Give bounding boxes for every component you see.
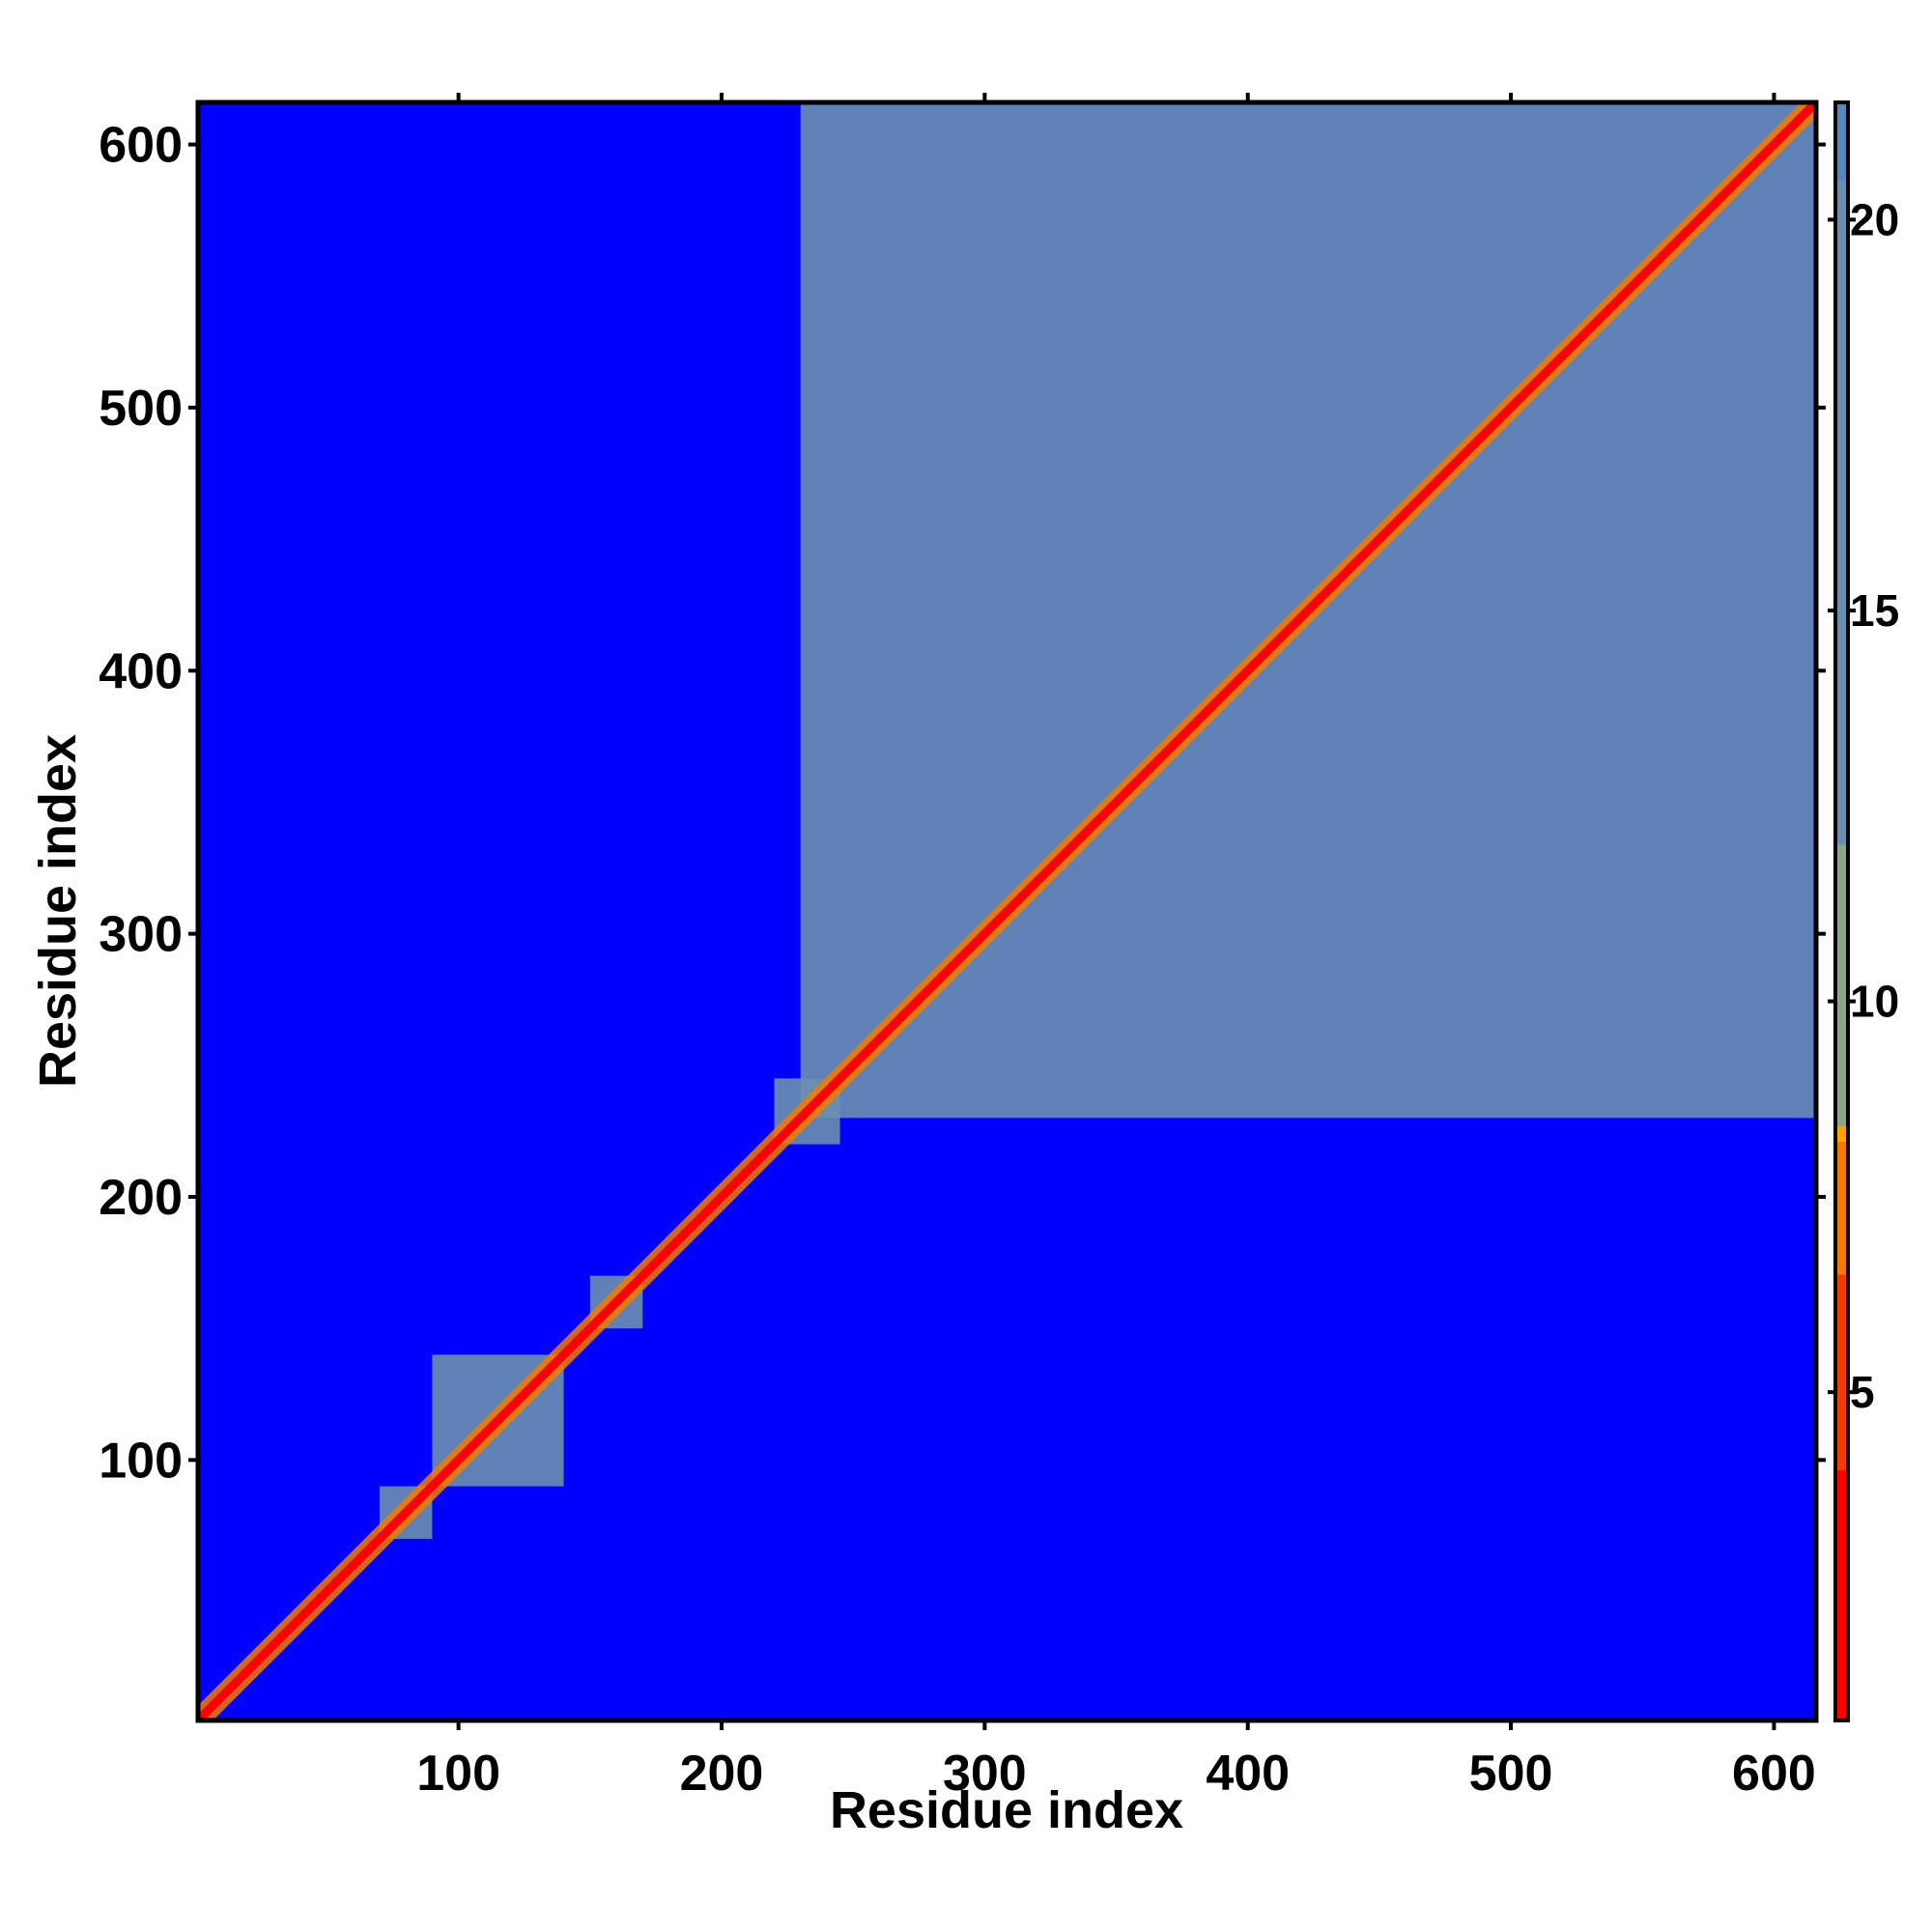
x-axis-title: Residue index: [830, 1781, 1183, 1839]
x-tick-label: 100: [416, 1746, 500, 1802]
x-tick-label: 300: [943, 1746, 1027, 1802]
plot-frame: [195, 99, 1819, 1723]
y-tick-label: 300: [99, 907, 183, 963]
x-tick-label: 400: [1206, 1746, 1290, 1802]
x-tick-label: 500: [1469, 1746, 1553, 1802]
colorbar: [1833, 100, 1850, 1722]
y-tick-label: 200: [99, 1170, 183, 1226]
y-tick-label: 400: [99, 643, 183, 699]
y-axis: 100 200 300 400 500 600: [99, 118, 1826, 1489]
y-tick-label: 100: [99, 1433, 183, 1489]
colorbar-ticks: 5 10 15 20: [1828, 194, 1899, 1417]
colorbar-tick-label: 15: [1850, 585, 1899, 636]
y-tick-label: 500: [99, 381, 183, 437]
x-tick-label: 200: [680, 1746, 764, 1802]
colorbar-tick-label: 5: [1850, 1367, 1875, 1417]
diagonal-band: [198, 102, 1816, 1720]
colorbar-tick-label: 10: [1850, 977, 1899, 1027]
x-tick-label: 600: [1732, 1746, 1816, 1802]
x-axis: 100 200 300 400 500 600: [416, 93, 1816, 1802]
y-axis-title: Residue index: [29, 734, 87, 1088]
colorbar-tick-label: 20: [1850, 194, 1899, 244]
diagonal-line: [198, 102, 1816, 1720]
y-tick-label: 600: [99, 118, 183, 174]
